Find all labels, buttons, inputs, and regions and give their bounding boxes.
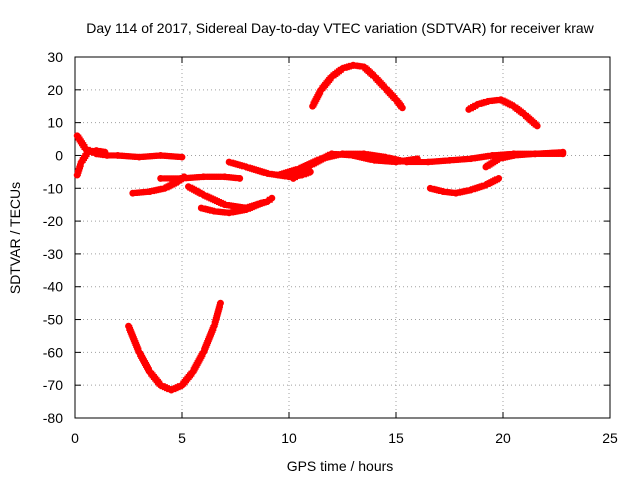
x-tick-label: 20 (495, 430, 511, 446)
data-point (495, 175, 503, 182)
x-axis-label: GPS time / hours (287, 458, 394, 474)
plot-frame (74, 56, 611, 419)
y-tick-label: -50 (43, 312, 63, 328)
y-tick-label: -80 (43, 410, 63, 426)
data-point (217, 299, 224, 307)
y-tick-label: -30 (43, 246, 63, 262)
series-arc-11 (309, 61, 406, 112)
series-arc-5 (157, 173, 244, 182)
y-axis-label: SDTVAR / TECUs (7, 182, 23, 294)
series-arc-12 (426, 175, 503, 197)
y-tick-label: -60 (43, 344, 63, 360)
data-series (73, 61, 567, 394)
series-arc-3 (125, 299, 224, 394)
data-point (559, 148, 567, 156)
y-tick-label: 10 (47, 115, 63, 131)
axis-ticks (74, 56, 611, 419)
data-point (414, 155, 421, 163)
data-point (268, 194, 276, 202)
x-tick-label: 5 (178, 430, 186, 446)
x-tick-labels: 0 5 10 15 20 25 (71, 430, 618, 446)
data-point (257, 199, 265, 207)
grid (75, 57, 610, 418)
series-arc-10 (289, 150, 421, 182)
data-point (178, 153, 186, 161)
y-tick-label: 30 (47, 49, 63, 65)
x-tick-label: 10 (281, 430, 297, 446)
y-tick-label: 0 (55, 147, 63, 163)
x-tick-label: 15 (388, 430, 404, 446)
series-arc-13 (465, 96, 541, 130)
y-tick-label: -20 (43, 213, 63, 229)
series-arc-1 (73, 132, 186, 161)
y-tick-label: -40 (43, 279, 63, 295)
data-point (399, 104, 406, 112)
data-point (533, 122, 541, 130)
y-tick-label: -70 (43, 377, 63, 393)
y-tick-label: 20 (47, 82, 63, 98)
series-arc-14 (482, 148, 567, 171)
y-tick-label: -10 (43, 180, 63, 196)
chart-title: Day 114 of 2017, Sidereal Day-to-day VTE… (86, 20, 594, 36)
y-tick-labels: -80 -70 -60 -50 -40 -30 -20 -10 0 10 20 30 (43, 49, 63, 426)
x-tick-label: 0 (71, 430, 79, 446)
series-arc-2 (73, 147, 109, 179)
data-point (236, 175, 244, 182)
x-tick-label: 25 (602, 430, 618, 446)
data-point (101, 148, 109, 156)
series-arc-7 (197, 199, 265, 217)
